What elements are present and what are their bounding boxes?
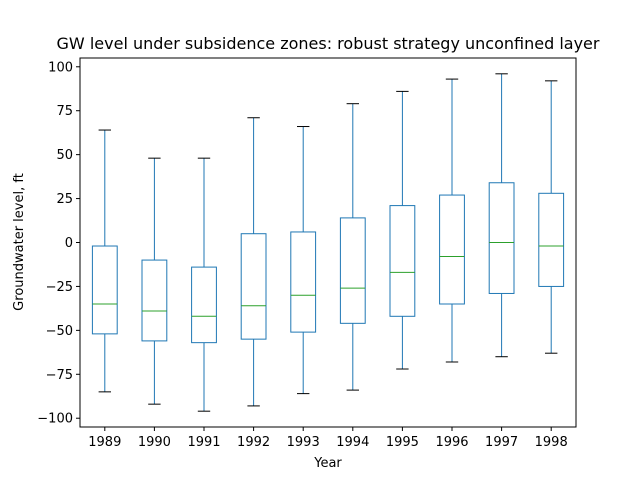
y-tick-label: 50 xyxy=(56,148,73,163)
y-tick-label: −100 xyxy=(37,412,73,427)
y-tick-label: −75 xyxy=(46,368,73,383)
box xyxy=(389,205,416,317)
x-tick-label: 1989 xyxy=(88,435,121,450)
x-tick-label: 1996 xyxy=(435,435,468,450)
y-tick-label: 0 xyxy=(65,236,73,251)
box xyxy=(339,217,366,324)
box xyxy=(141,259,168,342)
box xyxy=(538,192,565,287)
x-tick-label: 1992 xyxy=(237,435,270,450)
x-tick-label: 1995 xyxy=(386,435,419,450)
x-tick-label: 1998 xyxy=(535,435,568,450)
x-tick-label: 1997 xyxy=(485,435,518,450)
x-tick-label: 1990 xyxy=(138,435,171,450)
y-tick-label: −25 xyxy=(46,280,73,295)
y-tick-label: 75 xyxy=(56,104,73,119)
box xyxy=(91,245,118,335)
y-tick-label: −50 xyxy=(46,324,73,339)
y-axis-label: Groundwater level, ft xyxy=(12,173,27,311)
x-tick-label: 1994 xyxy=(336,435,369,450)
y-tick-label: 100 xyxy=(48,60,73,75)
box xyxy=(488,182,515,294)
box xyxy=(240,233,267,340)
box xyxy=(290,231,317,333)
chart-title: GW level under subsidence zones: robust … xyxy=(57,34,600,53)
x-axis-label: Year xyxy=(313,456,342,471)
x-tick-label: 1993 xyxy=(287,435,320,450)
y-tick-label: 25 xyxy=(56,192,73,207)
x-tick-label: 1991 xyxy=(187,435,220,450)
plot-area: −100 −75 −50 −25 0 25 50 75 100 1989 1990 1991 1992 1… xyxy=(37,57,577,450)
box xyxy=(439,194,465,305)
box xyxy=(191,266,217,344)
